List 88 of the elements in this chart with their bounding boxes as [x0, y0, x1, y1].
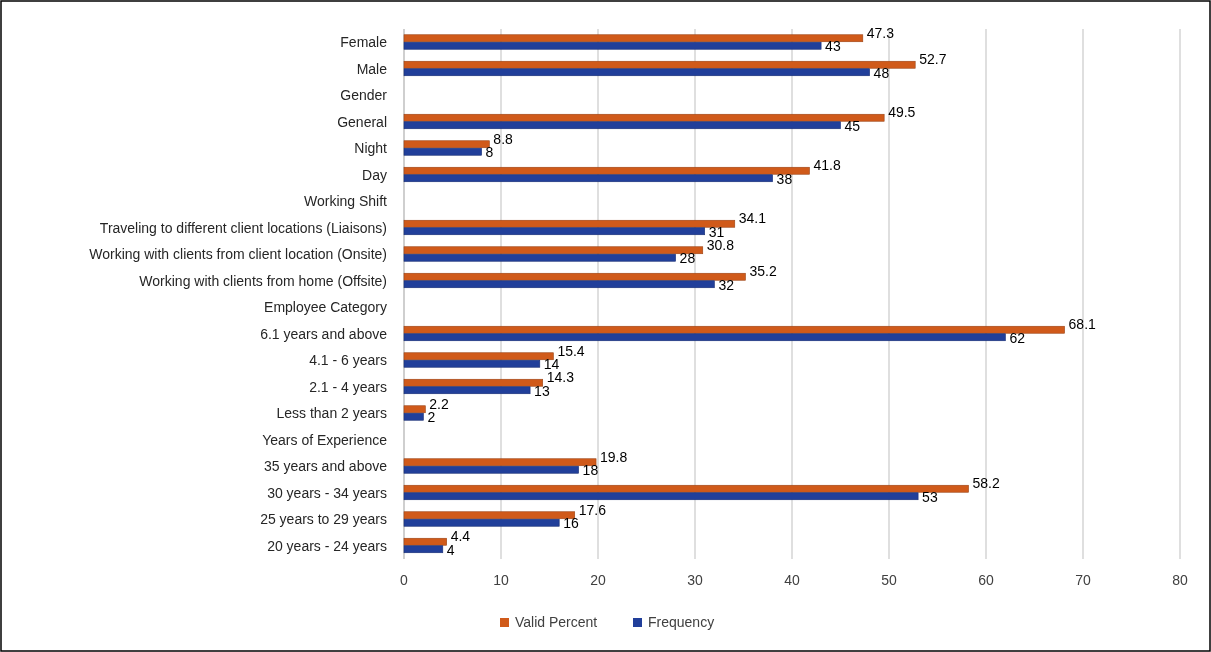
bar	[403, 511, 576, 520]
bar	[403, 386, 531, 395]
legend-label: Valid Percent	[515, 614, 598, 630]
data-label: 19.8	[600, 448, 628, 465]
data-label: 62	[1009, 329, 1026, 346]
data-label: 8	[485, 144, 494, 161]
bar	[403, 272, 746, 281]
bar	[403, 492, 919, 501]
data-label: 41.8	[813, 157, 841, 174]
y-tick-label: 20 years - 24 years	[267, 537, 387, 554]
y-tick-label: Working with clients from home (Offsite)	[139, 272, 387, 289]
data-label: 16	[563, 515, 579, 532]
data-label: 43	[825, 38, 841, 55]
x-tick-label: 80	[1172, 572, 1188, 588]
legend-label: Frequency	[648, 614, 715, 630]
y-tick-label: 6.1 years and above	[260, 325, 388, 342]
bar	[403, 140, 490, 149]
x-tick-label: 60	[978, 572, 994, 588]
y-tick-label: 2.1 - 4 years	[309, 378, 387, 395]
data-label: 34.1	[738, 210, 767, 227]
bar	[403, 484, 969, 493]
data-label: 18	[582, 462, 599, 479]
y-tick-label: 30 years - 34 years	[267, 484, 387, 501]
x-tick-label: 30	[687, 572, 703, 588]
data-label: 32	[718, 276, 735, 293]
data-label: 49.5	[888, 104, 916, 121]
data-label: 2	[427, 409, 436, 426]
x-tick-label: 50	[881, 572, 897, 588]
x-tick-label: 20	[590, 572, 606, 588]
y-tick-label: 25 years to 29 years	[260, 511, 387, 528]
data-label: 58.2	[972, 475, 1000, 492]
data-label: 8.8	[493, 130, 514, 147]
x-tick-label: 70	[1075, 572, 1091, 588]
bar	[403, 68, 870, 77]
data-label: 68.1	[1068, 316, 1097, 333]
data-label: 38	[776, 170, 793, 187]
bar	[403, 113, 885, 122]
bar	[403, 166, 810, 175]
bar	[403, 227, 705, 236]
data-label: 35.2	[749, 263, 777, 280]
data-label: 28	[679, 250, 696, 267]
x-tick-label: 0	[400, 572, 409, 588]
bar	[403, 465, 579, 474]
bar	[403, 219, 736, 228]
data-label: 45	[844, 117, 861, 134]
bar	[403, 60, 916, 69]
data-label: 52.7	[919, 51, 947, 68]
bar	[403, 253, 676, 262]
bar	[403, 34, 864, 43]
y-tick-label: Working with clients from client location (Onsite)	[89, 246, 387, 263]
bar	[403, 405, 426, 414]
y-tick-label: Years of Experience	[262, 431, 388, 448]
bar	[403, 458, 597, 467]
data-label: 2.2	[429, 395, 450, 412]
y-tick-label: 35 years and above	[264, 458, 388, 475]
bar	[403, 246, 704, 255]
bar	[403, 280, 715, 289]
y-tick-label: Night	[354, 140, 388, 157]
data-label: 17.6	[578, 501, 607, 518]
y-tick-label: Female	[340, 34, 388, 51]
bar	[403, 333, 1006, 342]
bar	[403, 147, 482, 156]
bar	[403, 537, 447, 546]
y-tick-label: Traveling to different client locations (Liaisons)	[99, 219, 387, 236]
bar	[403, 359, 541, 368]
bar	[403, 352, 554, 361]
bar	[403, 41, 822, 50]
data-label: 53	[922, 488, 938, 505]
bar	[403, 545, 444, 554]
data-label: 48	[873, 64, 890, 81]
y-tick-label: General	[337, 113, 387, 130]
data-label: 15.4	[557, 342, 585, 359]
bar	[403, 518, 560, 527]
y-tick-label: Less than 2 years	[276, 405, 387, 422]
bar	[403, 174, 773, 183]
bar	[403, 412, 424, 421]
y-tick-label: Male	[356, 60, 388, 77]
y-tick-label: Employee Category	[264, 299, 387, 316]
y-tick-label: 4.1 - 6 years	[309, 352, 387, 369]
bar	[403, 378, 544, 387]
y-tick-label: Day	[362, 166, 387, 183]
data-label: 47.3	[866, 24, 895, 41]
bar	[403, 121, 841, 130]
y-tick-label: Gender	[340, 87, 388, 104]
x-tick-label: 10	[493, 572, 509, 588]
bar	[403, 325, 1065, 334]
x-tick-label: 40	[784, 572, 800, 588]
y-tick-label: Working Shift	[304, 193, 388, 210]
